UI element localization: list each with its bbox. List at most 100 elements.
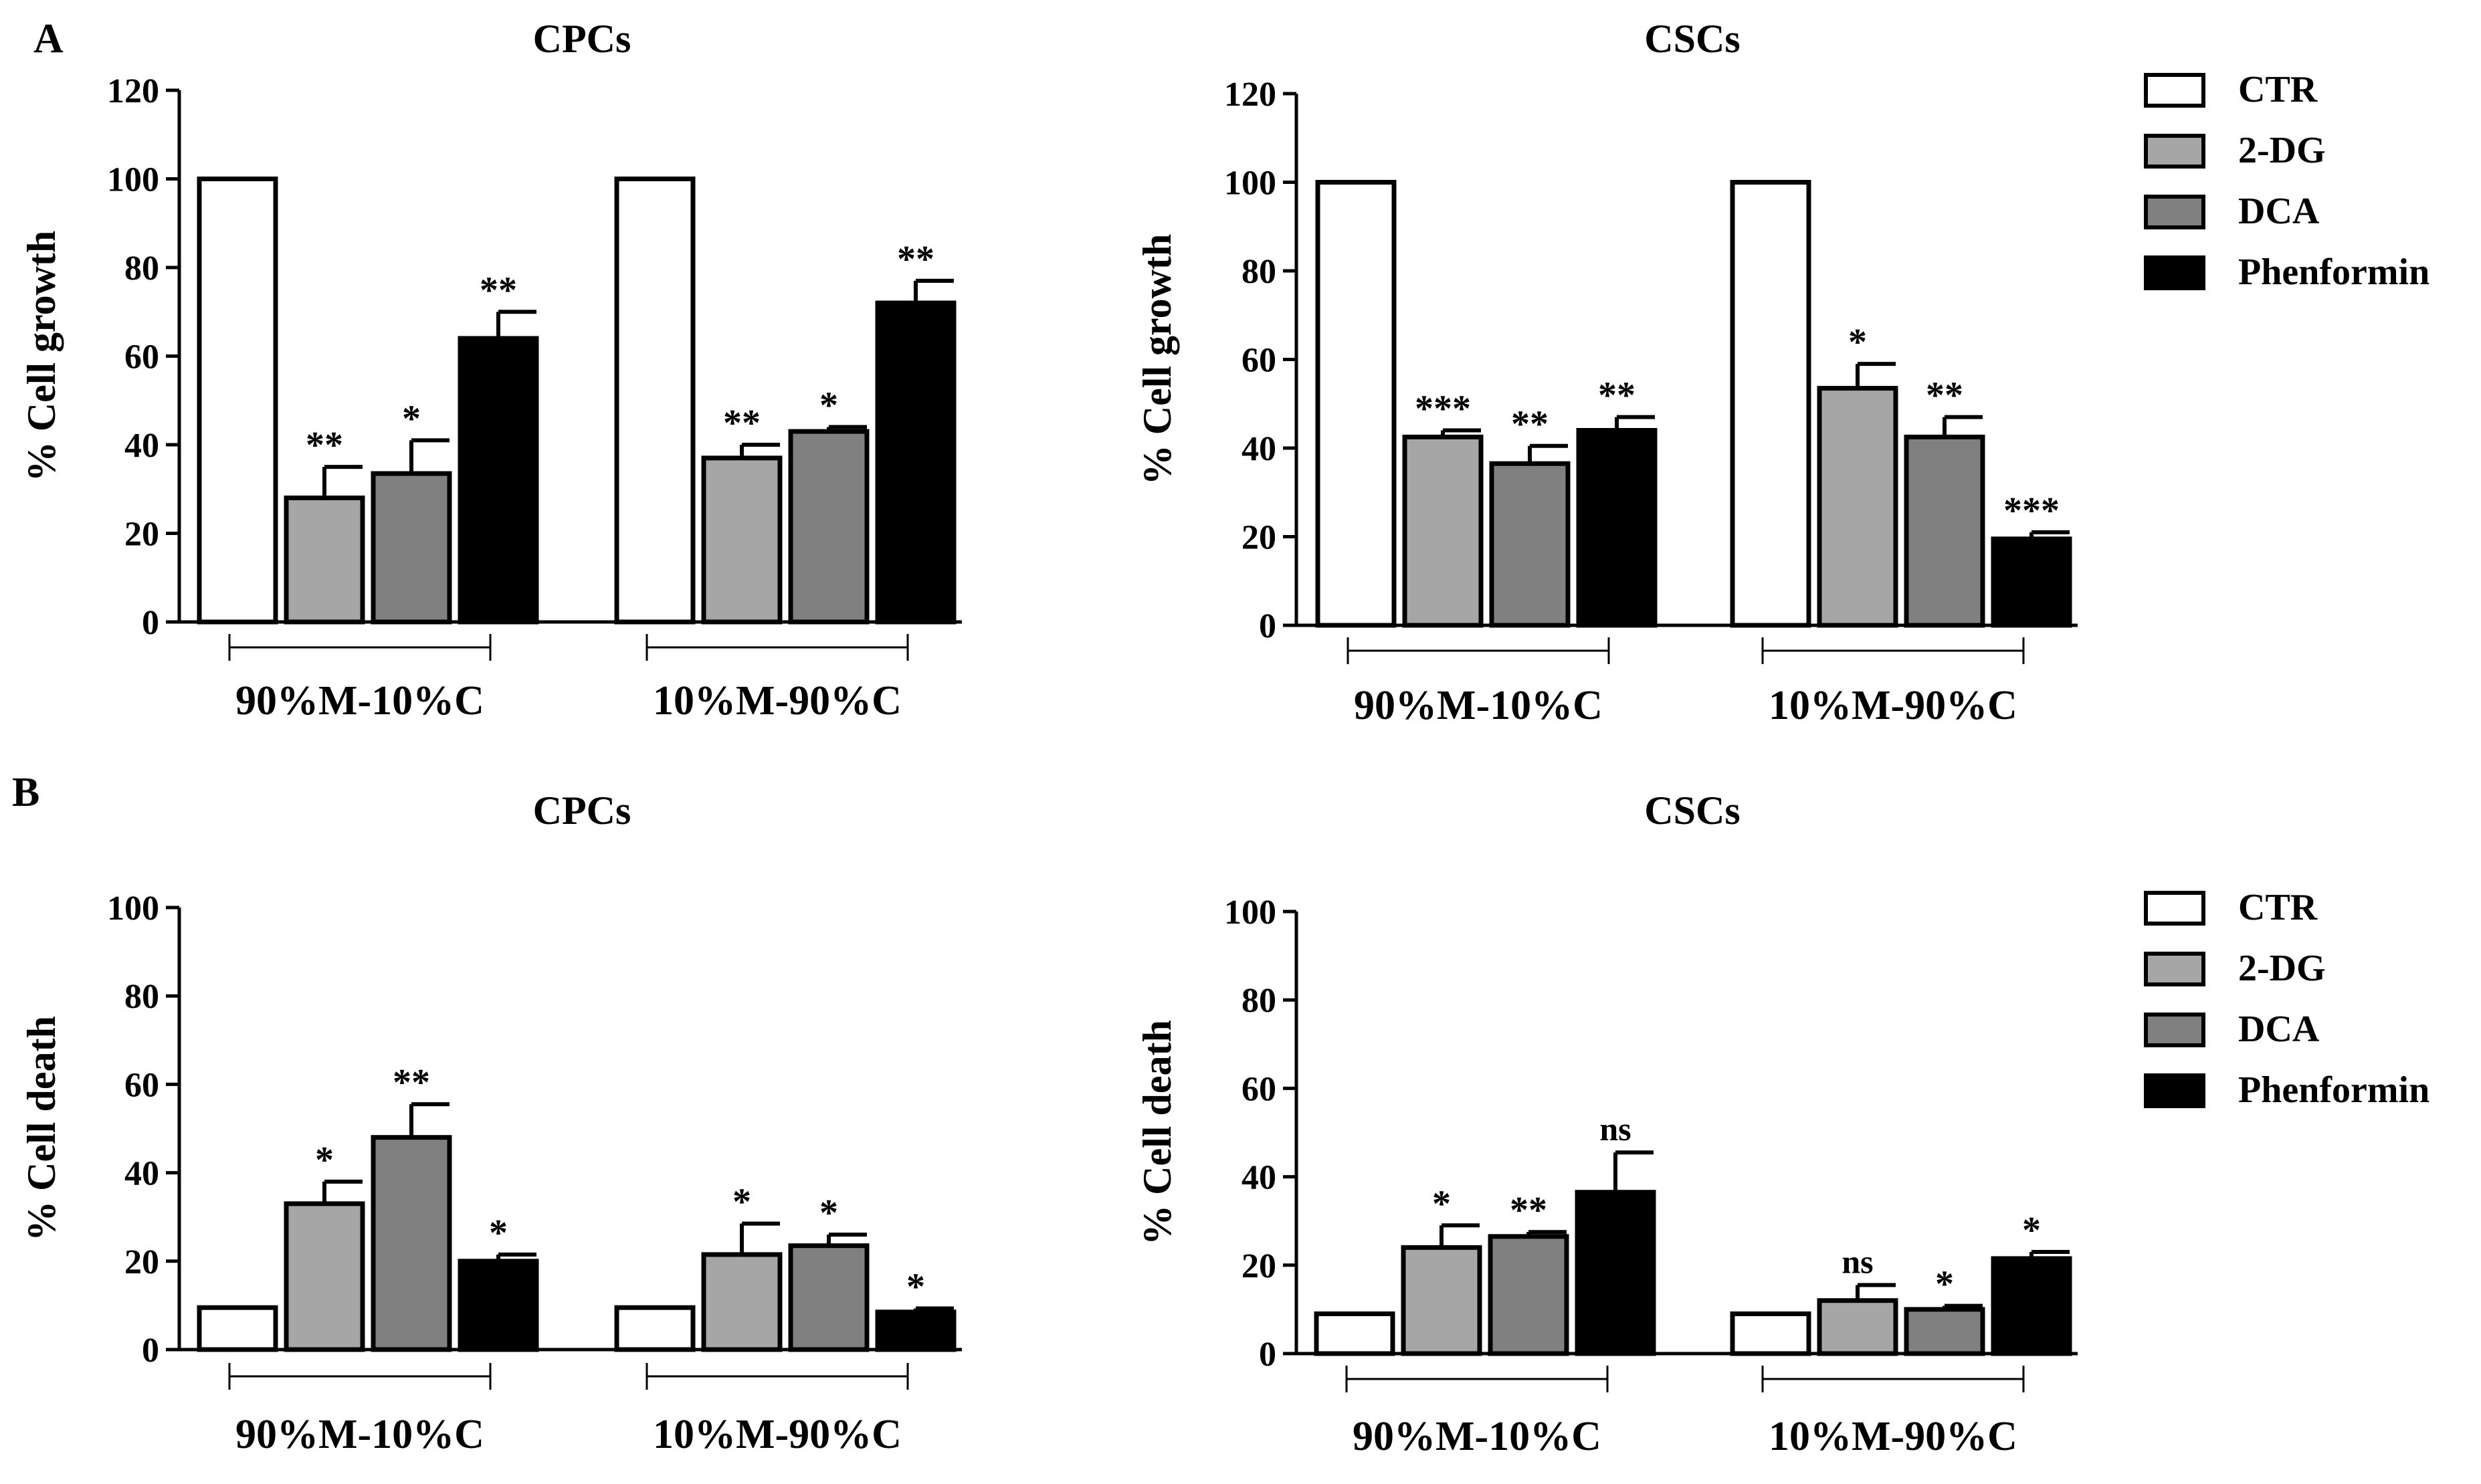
bar-dca xyxy=(1489,461,1571,628)
chart-3: CPCs% Cell death020406080100****90%M-10%… xyxy=(19,788,962,1457)
bar-dca xyxy=(788,1243,870,1352)
bar-ctr xyxy=(197,177,278,625)
category-label: 90%M-10%C xyxy=(1353,1414,1601,1459)
y-tick-label: 40 xyxy=(124,1155,159,1193)
bar-phenformin xyxy=(875,1309,957,1352)
significance-label: * xyxy=(819,1192,838,1234)
legend-label: 2-DG xyxy=(2238,130,2326,171)
significance-label: * xyxy=(1848,322,1867,363)
bar-dca xyxy=(1904,434,1985,628)
significance-label: ns xyxy=(1842,1243,1873,1281)
y-tick-label: 80 xyxy=(124,249,159,288)
bar-2-dg xyxy=(284,1201,365,1352)
y-tick-label: 100 xyxy=(107,889,159,928)
category-label: 10%M-90%C xyxy=(1769,1414,2017,1459)
y-axis-label: % Cell growth xyxy=(19,231,64,482)
bar-dca xyxy=(1488,1234,1569,1356)
y-tick-label: 120 xyxy=(107,72,159,110)
y-tick-label: 100 xyxy=(1224,893,1276,932)
significance-label: ns xyxy=(1599,1110,1631,1148)
y-tick-label: 100 xyxy=(107,161,159,199)
category-label: 90%M-10%C xyxy=(1354,683,1603,728)
significance-label: * xyxy=(402,398,421,439)
panel-label-b: B xyxy=(12,770,39,815)
legend-2: CTR 2-DG DCA Phenformin xyxy=(2144,887,2429,1111)
chart-title: CSCs xyxy=(1644,17,1740,61)
bar-phenformin xyxy=(1576,428,1658,628)
bar-ctr xyxy=(1730,180,1811,628)
significance-label: * xyxy=(489,1212,508,1254)
legend-swatch-2-dg xyxy=(2144,952,2205,986)
legend-1: CTR 2-DG DCA Phenformin xyxy=(2144,69,2429,293)
legend-swatch-2-dg xyxy=(2144,134,2205,169)
legend-swatch-phenformin xyxy=(2144,1073,2205,1108)
legend-label: DCA xyxy=(2238,191,2320,232)
bar-phenformin xyxy=(1991,536,2072,628)
significance-label: * xyxy=(1432,1183,1451,1225)
bar-ctr xyxy=(614,177,696,625)
bar-ctr xyxy=(614,1305,696,1352)
bar-2-dg xyxy=(701,455,783,625)
y-tick-label: 40 xyxy=(1242,1159,1276,1197)
bar-dca xyxy=(1904,1307,1985,1356)
bar-2-dg xyxy=(701,1252,783,1352)
significance-label: * xyxy=(1935,1264,1954,1305)
legend-label: CTR xyxy=(2238,887,2318,928)
significance-label: * xyxy=(732,1182,751,1223)
significance-label: *** xyxy=(1415,389,1471,430)
chart-title: CPCs xyxy=(533,788,631,833)
bar-2-dg xyxy=(284,496,365,625)
bar-ctr xyxy=(197,1305,278,1352)
y-tick-label: 20 xyxy=(1242,1247,1276,1285)
chart-title: CPCs xyxy=(533,17,631,61)
bar-phenformin xyxy=(458,336,539,625)
legend-label: Phenformin xyxy=(2238,251,2429,293)
bar-2-dg xyxy=(1402,434,1484,628)
significance-label: ** xyxy=(1598,375,1635,417)
significance-label: ** xyxy=(1510,1190,1547,1231)
chart-title: CSCs xyxy=(1644,788,1740,833)
legend-swatch-ctr xyxy=(2144,73,2205,108)
legend-label: 2-DG xyxy=(2238,948,2326,989)
bar-2-dg xyxy=(1817,386,1898,628)
y-tick-label: 60 xyxy=(1242,342,1276,380)
y-tick-label: 100 xyxy=(1224,165,1276,203)
y-axis-label: % Cell death xyxy=(19,1016,64,1241)
y-axis-label: % Cell death xyxy=(1135,1020,1179,1245)
legend-swatch-ctr xyxy=(2144,891,2205,926)
y-tick-label: 20 xyxy=(124,1243,159,1281)
y-tick-label: 20 xyxy=(124,516,159,554)
category-label: 10%M-90%C xyxy=(653,1412,902,1457)
y-tick-label: 0 xyxy=(142,604,159,642)
significance-label: * xyxy=(315,1140,334,1181)
bar-dca xyxy=(788,429,870,625)
bar-ctr xyxy=(1314,1311,1395,1356)
significance-label: ** xyxy=(1926,375,1963,417)
legend-swatch-phenformin xyxy=(2144,255,2205,290)
bar-dca xyxy=(371,1135,452,1352)
bar-dca xyxy=(371,471,452,625)
y-axis-label: % Cell growth xyxy=(1135,234,1179,486)
significance-label: ** xyxy=(393,1062,430,1103)
category-label: 90%M-10%C xyxy=(235,678,484,724)
significance-label: *** xyxy=(2003,490,2060,532)
bar-phenformin xyxy=(1575,1190,1656,1356)
chart-1: CPCs% Cell growth020406080100120*****90%… xyxy=(19,17,962,724)
y-tick-label: 20 xyxy=(1242,519,1276,557)
y-tick-label: 120 xyxy=(1224,76,1276,114)
bar-ctr xyxy=(1315,180,1397,628)
legend-swatch-dca xyxy=(2144,1013,2205,1047)
significance-label: ** xyxy=(480,270,517,311)
legends: CTR 2-DG DCA Phenformin CTR 2-DG DCA Phenformin xyxy=(2144,69,2429,1111)
category-label: 10%M-90%C xyxy=(1769,683,2017,728)
category-label: 90%M-10%C xyxy=(235,1412,484,1457)
legend-label: CTR xyxy=(2238,69,2318,110)
bar-phenformin xyxy=(875,300,957,625)
charts: CPCs% Cell growth020406080100120*****90%… xyxy=(19,17,2078,1459)
y-tick-label: 80 xyxy=(1242,253,1276,291)
significance-label: * xyxy=(819,385,838,427)
y-tick-label: 60 xyxy=(124,338,159,377)
significance-label: ** xyxy=(1511,404,1549,445)
